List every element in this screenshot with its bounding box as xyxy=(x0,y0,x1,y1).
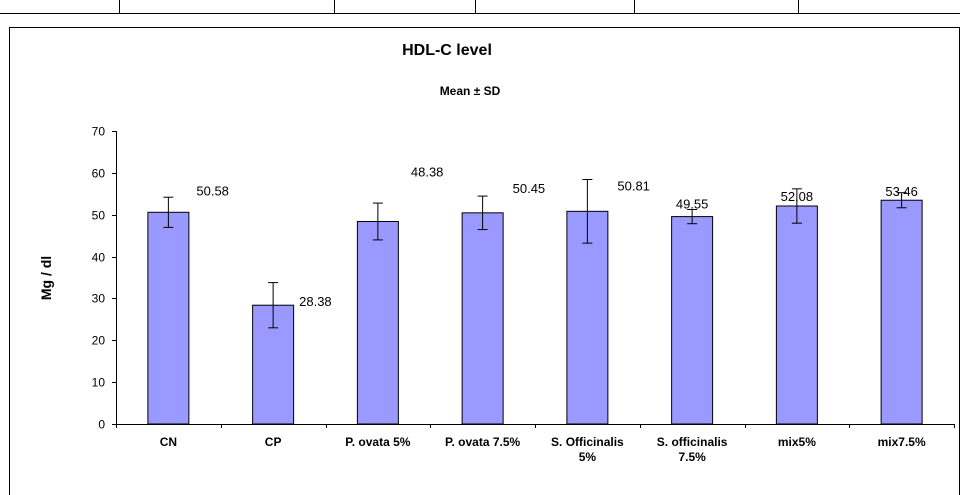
category-label: 7.5% xyxy=(678,450,706,464)
y-tick-label: 20 xyxy=(92,334,106,348)
category-label: S. officinalis xyxy=(657,435,728,449)
bar xyxy=(356,220,399,425)
y-tick-label: 0 xyxy=(98,418,105,432)
category-label: CP xyxy=(265,435,282,449)
category-label: 5% xyxy=(579,450,597,464)
bar xyxy=(147,211,190,425)
data-label: 28.38 xyxy=(299,294,332,309)
category-label: mix7.5% xyxy=(878,435,926,449)
bar xyxy=(461,212,504,425)
y-tick-label: 50 xyxy=(92,209,106,223)
y-axis-label: Mg / dl xyxy=(38,256,54,300)
bar xyxy=(775,205,818,425)
bar xyxy=(566,210,609,425)
y-tick-label: 10 xyxy=(92,376,106,390)
data-label: 52.08 xyxy=(781,189,814,204)
bar xyxy=(880,199,923,425)
chart-title: HDL-C level xyxy=(402,42,492,59)
category-label: P. ovata 7.5% xyxy=(445,435,520,449)
category-label: CN xyxy=(160,435,177,449)
table-fragment xyxy=(0,0,960,14)
plot-area: 0 10 20 30 40 50 60 70 50.58 CN 28.38 CP 48.38 P. ova… xyxy=(92,125,955,464)
data-label: 50.45 xyxy=(513,181,546,196)
y-tick-label: 30 xyxy=(92,292,106,306)
data-label: 48.38 xyxy=(411,164,444,179)
category-label: mix5% xyxy=(778,435,816,449)
y-tick-label: 60 xyxy=(92,167,106,181)
y-tick-label: 40 xyxy=(92,251,106,265)
data-label: 50.81 xyxy=(617,178,650,193)
y-tick-label: 70 xyxy=(92,125,106,139)
chart-subtitle: Mean ± SD xyxy=(440,84,501,98)
data-label: 50.58 xyxy=(196,183,229,198)
data-label: 49.55 xyxy=(676,197,709,212)
bar xyxy=(671,216,714,425)
category-label: P. ovata 5% xyxy=(345,435,410,449)
data-label: 53.46 xyxy=(885,184,918,199)
category-label: S. Officinalis xyxy=(551,435,624,449)
